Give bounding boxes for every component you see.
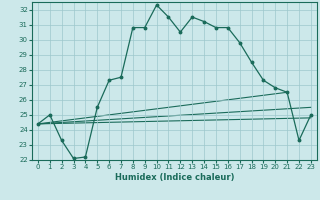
X-axis label: Humidex (Indice chaleur): Humidex (Indice chaleur) — [115, 173, 234, 182]
